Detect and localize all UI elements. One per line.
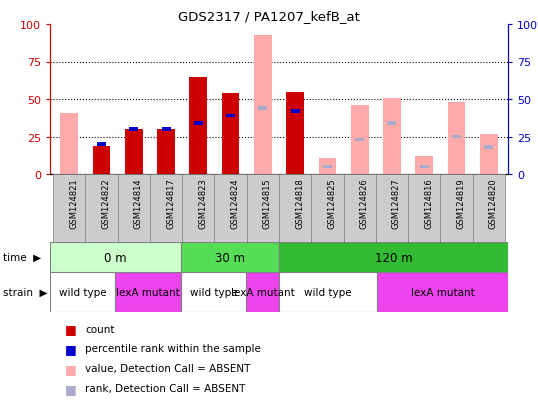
Text: rank, Detection Call = ABSENT: rank, Detection Call = ABSENT <box>85 383 245 393</box>
Text: GSM124823: GSM124823 <box>199 178 207 229</box>
Bar <box>222 94 239 175</box>
Bar <box>484 146 493 150</box>
Bar <box>440 175 472 242</box>
Text: GSM124827: GSM124827 <box>392 178 401 229</box>
Bar <box>351 106 369 175</box>
Bar <box>420 165 429 169</box>
Bar <box>162 128 171 132</box>
Text: value, Detection Call = ABSENT: value, Detection Call = ABSENT <box>85 363 250 373</box>
Bar <box>189 77 207 175</box>
Text: GSM124824: GSM124824 <box>231 178 239 228</box>
Bar <box>116 272 181 312</box>
Bar <box>472 175 505 242</box>
Text: GSM124815: GSM124815 <box>263 178 272 228</box>
Bar <box>376 175 408 242</box>
Bar <box>53 175 86 242</box>
Bar <box>93 146 110 175</box>
Bar <box>279 272 377 312</box>
Text: GSM124818: GSM124818 <box>295 178 304 229</box>
Bar <box>448 103 465 175</box>
Bar <box>312 175 343 242</box>
Bar <box>97 143 106 147</box>
Text: GSM124820: GSM124820 <box>489 178 498 228</box>
Bar <box>247 175 279 242</box>
Text: time  ▶: time ▶ <box>3 252 41 262</box>
Bar <box>254 36 272 175</box>
Text: count: count <box>85 324 115 334</box>
Bar <box>323 165 332 169</box>
Text: GSM124819: GSM124819 <box>456 178 465 228</box>
Text: 120 m: 120 m <box>374 251 412 264</box>
Bar <box>157 130 175 175</box>
Bar <box>118 175 150 242</box>
Bar <box>377 272 508 312</box>
Bar <box>291 110 300 114</box>
Bar <box>452 135 461 139</box>
Text: wild type: wild type <box>190 287 237 297</box>
Bar <box>182 175 215 242</box>
Bar <box>50 242 181 272</box>
Text: GSM124825: GSM124825 <box>328 178 336 228</box>
Text: ■: ■ <box>65 322 76 335</box>
Bar <box>279 242 508 272</box>
Text: ■: ■ <box>65 382 76 395</box>
Text: lexA mutant: lexA mutant <box>410 287 475 297</box>
Text: GSM124821: GSM124821 <box>69 178 79 228</box>
Bar <box>387 122 397 126</box>
Text: percentile rank within the sample: percentile rank within the sample <box>85 344 261 354</box>
Bar <box>125 130 143 175</box>
Bar <box>258 107 267 111</box>
Bar <box>226 114 235 118</box>
Bar <box>246 272 279 312</box>
Text: 0 m: 0 m <box>104 251 127 264</box>
Text: GDS2317 / PA1207_kefB_at: GDS2317 / PA1207_kefB_at <box>178 10 360 23</box>
Bar <box>383 98 401 175</box>
Text: wild type: wild type <box>305 287 352 297</box>
Text: lexA mutant: lexA mutant <box>231 287 294 297</box>
Text: GSM124814: GSM124814 <box>134 178 143 228</box>
Bar <box>181 242 279 272</box>
Text: GSM124822: GSM124822 <box>102 178 111 228</box>
Bar <box>60 113 78 175</box>
Bar <box>215 175 247 242</box>
Text: GSM124816: GSM124816 <box>424 178 433 229</box>
Bar <box>480 134 498 175</box>
Text: wild type: wild type <box>59 287 107 297</box>
Bar <box>86 175 118 242</box>
Text: ■: ■ <box>65 362 76 375</box>
Text: lexA mutant: lexA mutant <box>116 287 180 297</box>
Bar <box>50 272 116 312</box>
Bar <box>194 122 203 126</box>
Bar <box>343 175 376 242</box>
Text: 30 m: 30 m <box>215 251 245 264</box>
Bar <box>355 138 364 142</box>
Bar <box>181 272 246 312</box>
Bar <box>130 128 138 132</box>
Bar <box>150 175 182 242</box>
Text: GSM124817: GSM124817 <box>166 178 175 229</box>
Bar <box>415 157 433 175</box>
Bar <box>318 158 336 175</box>
Text: GSM124826: GSM124826 <box>359 178 369 229</box>
Bar <box>279 175 312 242</box>
Text: strain  ▶: strain ▶ <box>3 287 47 297</box>
Bar <box>408 175 440 242</box>
Text: ■: ■ <box>65 342 76 355</box>
Bar <box>286 92 304 175</box>
